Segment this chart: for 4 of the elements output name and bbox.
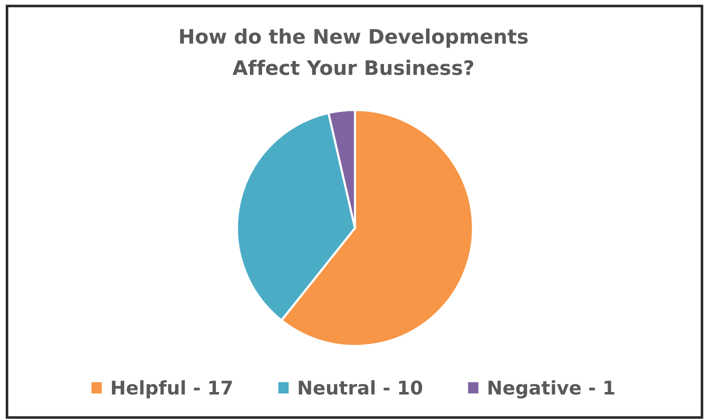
legend-label: Neutral - 10 xyxy=(298,380,422,395)
legend-label: Helpful - 17 xyxy=(112,380,232,398)
legend-label: Negative - 1 xyxy=(488,380,614,398)
chart-title: How do the New Developments Affect Your Business? xyxy=(180,28,528,76)
